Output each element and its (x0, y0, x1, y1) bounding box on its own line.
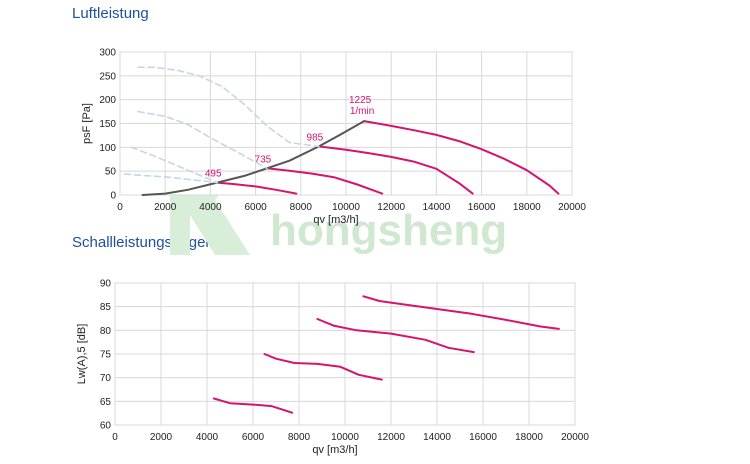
y-tick-label: 100 (99, 143, 116, 154)
watermark-text: hongsheng (270, 206, 507, 255)
x-tick-label: 18000 (513, 202, 541, 213)
sound-curve (316, 318, 475, 354)
x-tick-label: 16000 (469, 432, 497, 443)
extension-curve (137, 110, 268, 170)
x-tick-label: 6000 (244, 202, 267, 213)
x-tick-label: 2000 (154, 202, 177, 213)
x-tick-label: 16000 (468, 202, 496, 213)
x-tick-label: 0 (117, 202, 123, 213)
x-tick-label: 0 (112, 432, 118, 443)
rpm-label: 735 (255, 154, 272, 165)
x-tick-label: 10000 (332, 202, 360, 213)
x-tick-label: 4000 (199, 202, 222, 213)
y-tick-label: 250 (99, 71, 116, 82)
x-tick-label: 6000 (242, 432, 265, 443)
speed-curve (317, 145, 474, 195)
y-tick-label: 85 (100, 302, 112, 313)
y-axis-label: Lw(A),5 [dB] (76, 324, 88, 385)
extension-curve (130, 146, 218, 184)
y-tick-label: 50 (105, 167, 117, 178)
section-title-luftleistung: Luftleistung (72, 5, 149, 22)
x-tick-label: 4000 (196, 432, 219, 443)
rpm-label: 985 (307, 132, 324, 143)
chart-0-group: 0 2000 4000 6000 8000 10000 12000 14000 16000 180… (81, 48, 586, 227)
y-tick-label: 80 (100, 326, 112, 337)
speed-curve (363, 120, 560, 195)
chart-1-group: 0 2000 4000 6000 8000 10000 12000 14000 16000 180… (76, 279, 589, 457)
x-tick-label: 8000 (290, 202, 313, 213)
sound-curve (263, 353, 383, 381)
x-tick-label: 12000 (377, 202, 405, 213)
y-tick-label: 300 (99, 48, 116, 59)
x-axis-label: qv [m3/h] (313, 214, 358, 226)
extension-curve (123, 173, 218, 184)
y-tick-label: 70 (100, 373, 112, 384)
y-tick-label: 200 (99, 95, 116, 106)
rpm-label: 495 (205, 169, 222, 180)
x-tick-label: 10000 (331, 432, 359, 443)
x-tick-label: 8000 (288, 432, 311, 443)
extension-curve (137, 66, 320, 148)
speed-curve (265, 167, 384, 195)
speed-curve (216, 181, 298, 195)
x-tick-label: 14000 (422, 202, 450, 213)
y-tick-label: 90 (100, 279, 112, 290)
y-tick-label: 65 (100, 397, 112, 408)
x-tick-label: 18000 (515, 432, 543, 443)
x-axis-label: qv [m3/h] (312, 444, 357, 456)
x-tick-label: 20000 (561, 432, 589, 443)
y-tick-label: 75 (100, 350, 112, 361)
x-tick-label: 14000 (423, 432, 451, 443)
sound-curve (212, 397, 294, 414)
x-tick-label: 20000 (558, 202, 586, 213)
rpm-label: 1225 (349, 95, 372, 106)
y-tick-label: 0 (110, 191, 116, 202)
x-tick-label: 2000 (150, 432, 173, 443)
limit-curve (141, 120, 366, 196)
y-tick-label: 150 (99, 119, 116, 130)
sound-curve (362, 295, 560, 330)
x-tick-label: 12000 (377, 432, 405, 443)
y-axis-label: psF [Pa] (81, 103, 93, 144)
y-tick-label: 60 (100, 421, 112, 432)
rpm-unit-label: 1/min (350, 106, 374, 117)
